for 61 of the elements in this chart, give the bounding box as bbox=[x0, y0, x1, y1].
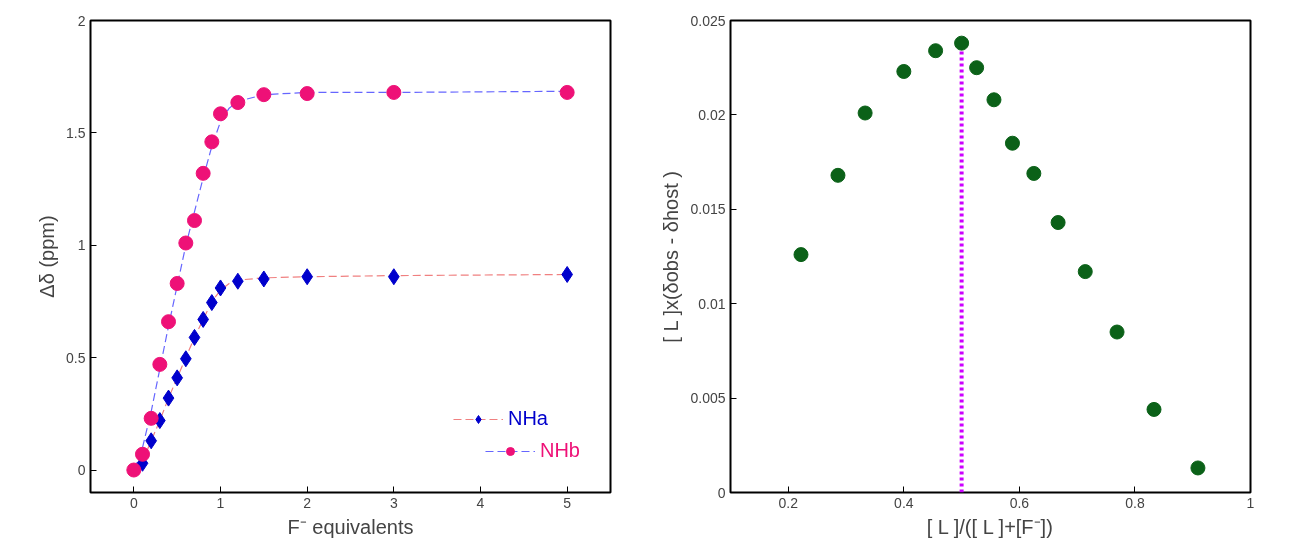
y-axis-title: Δδ (ppm) bbox=[36, 215, 59, 298]
y-tick-label: 0.025 bbox=[690, 12, 726, 29]
point bbox=[1146, 401, 1162, 417]
y-tick-label: 1 bbox=[77, 237, 86, 254]
point bbox=[256, 87, 272, 103]
x-tick-label: 0.2 bbox=[778, 494, 799, 511]
point bbox=[1026, 165, 1042, 181]
point bbox=[986, 92, 1002, 108]
point bbox=[793, 247, 809, 263]
x-tick-label: 0.4 bbox=[894, 494, 914, 511]
point bbox=[928, 43, 944, 59]
point bbox=[386, 84, 402, 100]
x-tick-label: 0.6 bbox=[1009, 494, 1030, 511]
point bbox=[1077, 264, 1093, 280]
y-tick-label: 0 bbox=[77, 462, 86, 479]
point bbox=[204, 134, 220, 150]
x-tick-label: 1 bbox=[216, 494, 225, 511]
y-tick-label: 0.015 bbox=[690, 201, 726, 218]
y-tick-label: 0.005 bbox=[690, 390, 726, 407]
point bbox=[857, 105, 873, 121]
point bbox=[135, 446, 150, 462]
x-tick-label: 0.8 bbox=[1125, 494, 1145, 511]
point bbox=[1190, 460, 1206, 476]
point bbox=[152, 356, 168, 372]
point bbox=[1050, 215, 1066, 230]
point bbox=[213, 106, 228, 122]
point bbox=[969, 60, 985, 76]
y-tick-label: 0.01 bbox=[698, 295, 726, 312]
point bbox=[1004, 135, 1020, 151]
point bbox=[230, 95, 246, 111]
x-tick-label: 5 bbox=[563, 494, 572, 511]
point bbox=[1109, 324, 1125, 340]
x-tick-label: 2 bbox=[303, 494, 312, 511]
x-tick-label: 1 bbox=[1246, 494, 1255, 511]
y-tick-label: 0.02 bbox=[698, 106, 726, 123]
x-tick-label: 0 bbox=[129, 494, 138, 511]
y-tick-label: 2 bbox=[77, 12, 86, 29]
point bbox=[195, 165, 211, 181]
point bbox=[178, 235, 194, 251]
point bbox=[187, 213, 202, 229]
point bbox=[143, 410, 159, 426]
point bbox=[954, 35, 970, 51]
point bbox=[214, 279, 227, 297]
point bbox=[559, 84, 575, 100]
y-axis-title: [ L ]x(δobs - δhost ) bbox=[660, 171, 683, 343]
point bbox=[299, 86, 315, 102]
y-tick-label: 1.5 bbox=[66, 124, 86, 141]
point bbox=[169, 275, 185, 291]
x-axis-title: F⁻ equivalents bbox=[287, 515, 414, 538]
x-tick-label: 3 bbox=[389, 494, 398, 511]
point bbox=[896, 63, 912, 79]
point bbox=[162, 389, 175, 407]
point bbox=[188, 328, 201, 346]
point bbox=[126, 462, 142, 478]
legend-label: NHb bbox=[539, 439, 580, 462]
point bbox=[830, 167, 846, 183]
point bbox=[161, 314, 176, 330]
x-axis-title: [ L ]/([ L ]+[F⁻]) bbox=[926, 515, 1053, 538]
legend-label: NHa bbox=[507, 407, 548, 430]
y-tick-label: 0.5 bbox=[66, 349, 86, 366]
x-tick-label: 4 bbox=[476, 494, 485, 511]
